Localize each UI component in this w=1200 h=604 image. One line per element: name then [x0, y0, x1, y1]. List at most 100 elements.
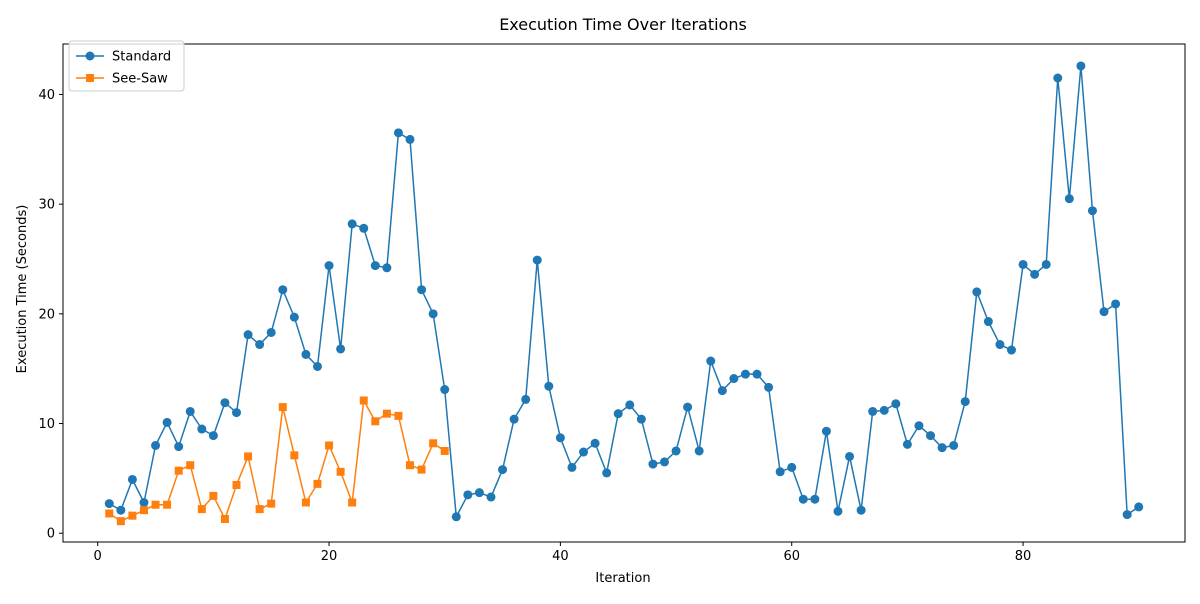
series-line-0 — [108, 65, 1140, 518]
data-point — [116, 505, 126, 515]
data-point — [393, 128, 403, 138]
data-point — [266, 327, 276, 337]
data-point — [278, 403, 287, 412]
data-point — [602, 468, 612, 478]
data-point — [798, 494, 808, 504]
data-point — [105, 509, 114, 518]
data-point — [336, 344, 346, 354]
data-point — [937, 443, 947, 453]
data-point — [232, 480, 241, 489]
data-point — [370, 261, 380, 271]
data-point — [567, 462, 577, 472]
data-point — [301, 498, 310, 507]
data-point — [440, 385, 450, 395]
x-tick-label: 80 — [1015, 549, 1032, 564]
data-point — [151, 440, 161, 450]
data-point — [139, 498, 149, 508]
y-axis-label: Execution Time (Seconds) — [15, 205, 30, 374]
data-point — [278, 285, 288, 295]
data-point — [116, 517, 125, 526]
data-point — [845, 451, 855, 461]
x-tick-label: 40 — [552, 549, 569, 564]
y-tick-label: 0 — [47, 527, 55, 542]
data-point — [521, 394, 531, 404]
data-point — [1111, 299, 1121, 309]
data-point — [1006, 345, 1016, 355]
data-point — [382, 409, 391, 418]
data-point — [579, 447, 589, 457]
data-point — [162, 417, 172, 427]
data-point — [244, 452, 253, 461]
data-point — [463, 490, 473, 500]
data-point — [325, 441, 334, 450]
data-point — [232, 408, 242, 418]
data-point — [949, 440, 959, 450]
data-point — [197, 424, 207, 434]
data-point — [406, 461, 415, 470]
data-point — [1041, 259, 1051, 269]
data-point — [1064, 194, 1074, 204]
data-point — [1076, 61, 1086, 71]
data-point — [151, 500, 160, 509]
data-point — [1134, 502, 1144, 512]
y-tick-label: 40 — [38, 88, 55, 103]
data-point — [821, 426, 831, 436]
data-point — [128, 511, 137, 520]
data-point — [787, 462, 797, 472]
y-tick-label: 20 — [38, 307, 55, 322]
data-point — [417, 465, 426, 474]
data-point — [371, 417, 380, 426]
y-tick-label: 30 — [38, 198, 55, 213]
data-point — [1122, 510, 1132, 520]
data-point — [671, 446, 681, 456]
data-point — [290, 451, 299, 460]
data-point — [625, 400, 635, 410]
data-point — [405, 134, 415, 144]
data-point — [1087, 206, 1097, 216]
data-point — [474, 488, 484, 498]
x-axis-label: Iteration — [595, 571, 650, 586]
data-point — [312, 361, 322, 371]
legend-marker — [85, 51, 95, 61]
data-point — [706, 356, 716, 366]
x-tick-label: 60 — [783, 549, 800, 564]
data-point — [139, 506, 148, 515]
data-point — [879, 405, 889, 415]
legend-label: See-Saw — [112, 72, 168, 87]
data-point — [417, 285, 427, 295]
data-point — [694, 446, 704, 456]
data-point — [810, 494, 820, 504]
data-point — [197, 505, 206, 514]
x-tick-label: 0 — [94, 549, 102, 564]
data-point — [163, 500, 172, 509]
data-point — [740, 369, 750, 379]
data-point — [301, 349, 311, 359]
data-point — [289, 312, 299, 322]
data-point — [359, 223, 369, 233]
data-point — [1099, 307, 1109, 317]
data-point — [220, 514, 229, 523]
x-tick-label: 20 — [321, 549, 338, 564]
data-point — [659, 457, 669, 467]
data-point — [983, 317, 993, 327]
data-point — [1018, 259, 1028, 269]
y-tick-label: 10 — [38, 417, 55, 432]
plot-frame — [62, 43, 1186, 543]
data-point — [174, 466, 183, 475]
data-point — [972, 287, 982, 297]
data-point — [209, 491, 218, 500]
data-point — [648, 459, 658, 469]
data-point — [1030, 269, 1040, 279]
data-point — [868, 406, 878, 416]
data-point — [833, 506, 843, 516]
data-point — [336, 467, 345, 476]
data-point — [174, 442, 184, 452]
data-point — [914, 421, 924, 431]
data-point — [729, 374, 739, 384]
data-point — [764, 382, 774, 392]
data-point — [428, 309, 438, 319]
data-point — [208, 431, 218, 441]
data-point — [544, 381, 554, 391]
data-point — [752, 369, 762, 379]
